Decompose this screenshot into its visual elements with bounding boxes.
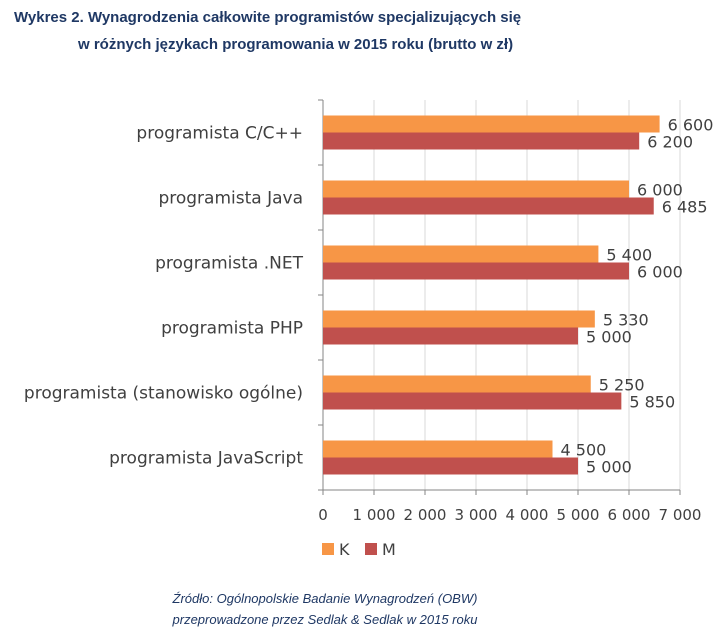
- data-label: 6 485: [662, 198, 708, 217]
- category-label: programista Java: [158, 189, 303, 209]
- x-tick-label: 1 000: [353, 506, 396, 524]
- data-label: 6 000: [637, 181, 683, 200]
- bar-k: [323, 245, 599, 263]
- data-label: 5 850: [629, 393, 675, 412]
- bar-k: [323, 115, 660, 133]
- bar-m: [323, 262, 629, 280]
- data-label: 5 250: [599, 376, 645, 395]
- legend-swatch-m: [365, 543, 377, 555]
- data-label: 6 600: [668, 116, 714, 135]
- bar-m: [323, 327, 578, 345]
- bar-k: [323, 440, 553, 458]
- x-tick-label: 7 000: [659, 506, 702, 524]
- x-tick-label: 4 000: [506, 506, 549, 524]
- bar-m: [323, 457, 578, 475]
- bar-m: [323, 197, 654, 215]
- source-note-line1: Źródło: Ogólnopolskie Badanie Wynagrodze…: [172, 591, 478, 606]
- chart-title-line1: Wykres 2. Wynagrodzenia całkowite progra…: [14, 9, 522, 26]
- bar-k: [323, 375, 591, 393]
- legend-label-m: M: [382, 540, 396, 559]
- data-label: 5 000: [586, 458, 632, 477]
- data-label: 5 000: [586, 328, 632, 347]
- bar-k: [323, 310, 595, 328]
- legend-swatch-k: [322, 543, 334, 555]
- legend-label-k: K: [339, 540, 350, 559]
- category-label: programista PHP: [161, 319, 303, 339]
- x-tick-label: 6 000: [608, 506, 651, 524]
- data-label: 6 200: [647, 133, 693, 152]
- category-label: programista C/C++: [136, 124, 303, 144]
- x-tick-label: 5 000: [557, 506, 600, 524]
- category-label: programista JavaScript: [109, 449, 303, 469]
- data-label: 5 400: [606, 246, 652, 265]
- category-label: programista .NET: [155, 254, 303, 274]
- data-label: 5 330: [603, 311, 649, 330]
- x-tick-label: 3 000: [455, 506, 498, 524]
- category-label: programista (stanowisko ogólne): [24, 384, 303, 404]
- bar-m: [323, 132, 640, 150]
- source-note-line2: przeprowadzone przez Sedlak & Sedlak w 2…: [172, 612, 478, 627]
- data-label: 4 500: [561, 441, 607, 460]
- bar-k: [323, 180, 629, 198]
- bar-m: [323, 392, 622, 410]
- x-tick-label: 0: [318, 506, 328, 524]
- chart-title-line2: w różnych językach programowania w 2015 …: [78, 36, 514, 53]
- x-tick-label: 2 000: [404, 506, 447, 524]
- data-label: 6 000: [637, 263, 683, 282]
